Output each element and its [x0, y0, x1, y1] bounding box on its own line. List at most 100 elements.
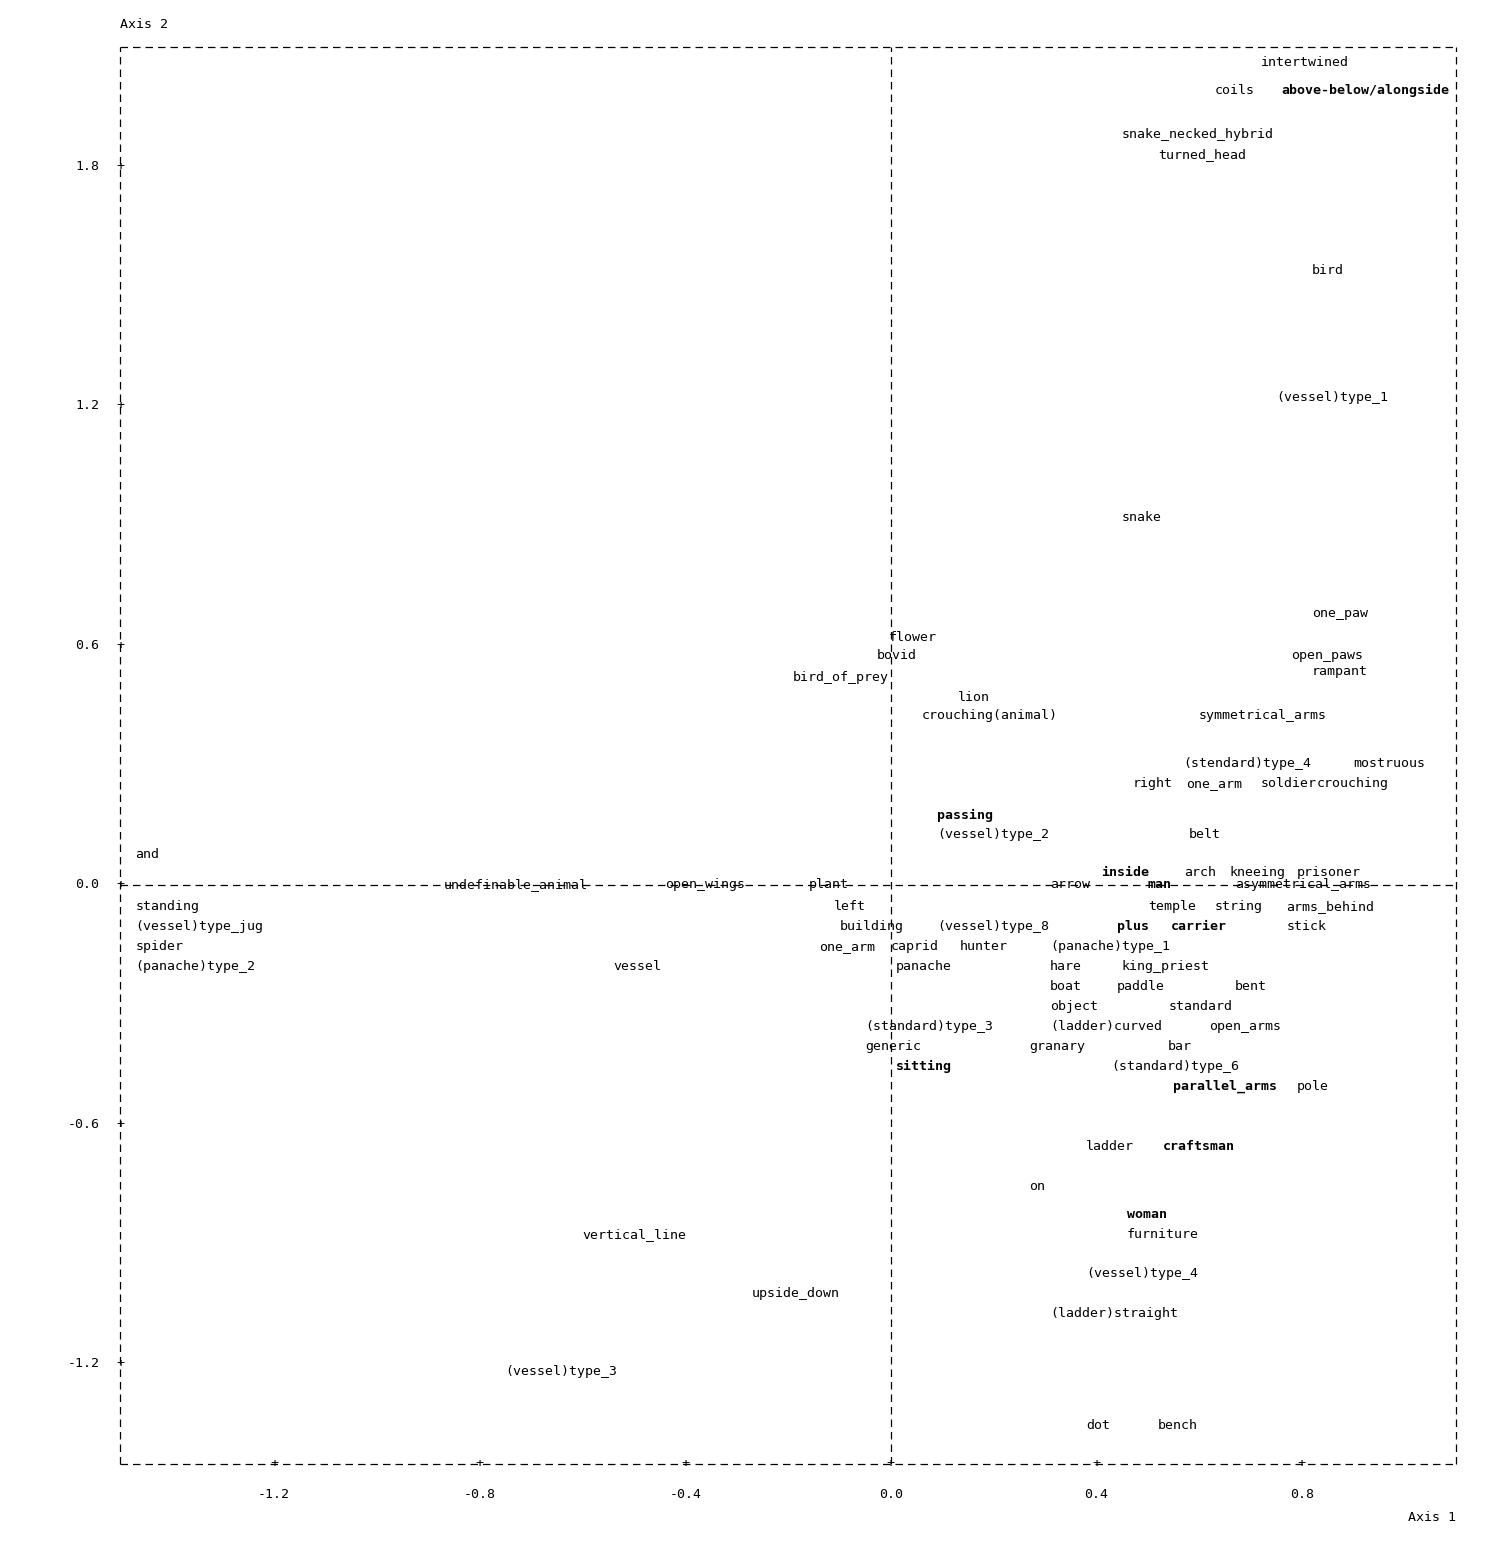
Text: belt: belt — [1189, 828, 1220, 841]
Text: king_priest: king_priest — [1121, 961, 1210, 973]
Text: asymmetrical_arms: asymmetrical_arms — [1235, 878, 1370, 891]
Text: bird_of_prey: bird_of_prey — [793, 671, 889, 684]
Text: (vessel)type_2: (vessel)type_2 — [937, 828, 1049, 841]
Text: stick: stick — [1286, 920, 1327, 933]
Text: (panache)type_1: (panache)type_1 — [1051, 940, 1171, 953]
Text: +: + — [116, 400, 125, 413]
Text: +: + — [116, 878, 125, 891]
Text: one_arm: one_arm — [1186, 777, 1243, 789]
Text: 1.2: 1.2 — [75, 400, 99, 413]
Text: +: + — [887, 1457, 895, 1470]
Text: (ladder)curved: (ladder)curved — [1051, 1020, 1162, 1032]
Text: hunter: hunter — [961, 940, 1009, 953]
Text: snake: snake — [1121, 511, 1162, 525]
Text: parallel_arms: parallel_arms — [1174, 1079, 1277, 1093]
Text: kneeing: kneeing — [1229, 866, 1286, 880]
Text: man: man — [1148, 878, 1172, 891]
Text: caprid: caprid — [890, 940, 938, 953]
Text: furniture: furniture — [1127, 1227, 1199, 1241]
Text: left: left — [835, 900, 866, 914]
Text: 0.0: 0.0 — [75, 878, 99, 891]
Text: generic: generic — [865, 1040, 922, 1053]
Text: (vessel)type_8: (vessel)type_8 — [937, 920, 1049, 933]
Text: 0.8: 0.8 — [1289, 1487, 1313, 1501]
Text: symmetrical_arms: symmetrical_arms — [1199, 708, 1327, 722]
Text: -0.4: -0.4 — [669, 1487, 701, 1501]
Text: prisoner: prisoner — [1297, 866, 1361, 880]
Text: bent: bent — [1235, 981, 1267, 993]
Text: plus: plus — [1117, 920, 1148, 933]
Text: boat: boat — [1051, 981, 1082, 993]
Text: +: + — [1093, 1457, 1100, 1470]
Text: granary: granary — [1030, 1040, 1085, 1053]
Text: crouching: crouching — [1318, 777, 1390, 789]
Text: dot: dot — [1087, 1418, 1111, 1432]
Text: inside: inside — [1102, 866, 1150, 880]
Text: vessel: vessel — [614, 961, 662, 973]
Text: panache: panache — [896, 961, 952, 973]
Text: -0.8: -0.8 — [464, 1487, 495, 1501]
Text: +: + — [116, 160, 125, 173]
Text: -0.6: -0.6 — [68, 1118, 99, 1130]
Text: 0.4: 0.4 — [1084, 1487, 1108, 1501]
Text: intertwined: intertwined — [1261, 56, 1349, 69]
Text: one_paw: one_paw — [1312, 607, 1367, 620]
Text: flower: flower — [889, 631, 937, 645]
Text: (standard)type_3: (standard)type_3 — [865, 1020, 994, 1032]
Text: on: on — [1030, 1180, 1046, 1193]
Text: +: + — [270, 1457, 278, 1470]
Text: one_arm: one_arm — [820, 940, 875, 953]
Text: arch: arch — [1184, 866, 1216, 880]
Text: bovid: bovid — [877, 649, 917, 662]
Text: crouching(animal): crouching(animal) — [922, 708, 1058, 722]
Text: snake_necked_hybrid: snake_necked_hybrid — [1121, 128, 1274, 142]
Text: 1.8: 1.8 — [75, 160, 99, 173]
Text: craftsman: craftsman — [1163, 1140, 1235, 1152]
Text: -1.2: -1.2 — [68, 1358, 99, 1370]
Text: arrow: arrow — [1051, 878, 1090, 891]
Text: Axis 2: Axis 2 — [120, 17, 168, 31]
Text: (ladder)straight: (ladder)straight — [1051, 1308, 1178, 1320]
Text: carrier: carrier — [1171, 920, 1226, 933]
Text: (vessel)type_4: (vessel)type_4 — [1087, 1267, 1198, 1280]
Text: above-below/alongside: above-below/alongside — [1282, 84, 1450, 97]
Text: lion: lion — [958, 691, 989, 704]
Text: sitting: sitting — [896, 1060, 952, 1073]
Text: Axis 1: Axis 1 — [1408, 1512, 1456, 1524]
Text: (standard)type_6: (standard)type_6 — [1112, 1060, 1240, 1073]
Text: arms_behind: arms_behind — [1286, 900, 1375, 914]
Text: hare: hare — [1051, 961, 1082, 973]
Text: and: and — [135, 849, 159, 861]
Text: standing: standing — [135, 900, 200, 914]
Text: +: + — [476, 1457, 483, 1470]
Text: bench: bench — [1157, 1418, 1198, 1432]
Text: upside_down: upside_down — [752, 1288, 841, 1300]
Text: +: + — [116, 1358, 125, 1370]
Text: (vessel)type_3: (vessel)type_3 — [506, 1365, 617, 1378]
Text: (vessel)type_1: (vessel)type_1 — [1276, 391, 1388, 405]
Text: ladder: ladder — [1087, 1140, 1135, 1152]
Text: paddle: paddle — [1117, 981, 1165, 993]
Text: spider: spider — [135, 940, 183, 953]
Text: +: + — [116, 638, 125, 652]
Text: +: + — [681, 1457, 689, 1470]
Text: right: right — [1132, 777, 1172, 789]
Text: open_wings: open_wings — [665, 878, 744, 891]
Text: +: + — [1298, 1457, 1306, 1470]
Text: open_paws: open_paws — [1291, 649, 1363, 662]
Text: passing: passing — [937, 808, 994, 822]
Text: pole: pole — [1297, 1081, 1328, 1093]
Text: 0.0: 0.0 — [878, 1487, 902, 1501]
Text: building: building — [839, 920, 904, 933]
Text: woman: woman — [1127, 1208, 1168, 1221]
Text: string: string — [1214, 900, 1262, 914]
Text: undefinable_animal: undefinable_animal — [444, 878, 588, 891]
Text: (stendard)type_4: (stendard)type_4 — [1184, 757, 1312, 769]
Text: (panache)type_2: (panache)type_2 — [135, 961, 255, 973]
Text: turned_head: turned_head — [1157, 148, 1246, 160]
Text: open_arms: open_arms — [1210, 1020, 1282, 1032]
Text: (vessel)type_jug: (vessel)type_jug — [135, 920, 264, 933]
Text: object: object — [1051, 1000, 1099, 1014]
Text: temple: temple — [1148, 900, 1196, 914]
Text: 0.6: 0.6 — [75, 638, 99, 652]
